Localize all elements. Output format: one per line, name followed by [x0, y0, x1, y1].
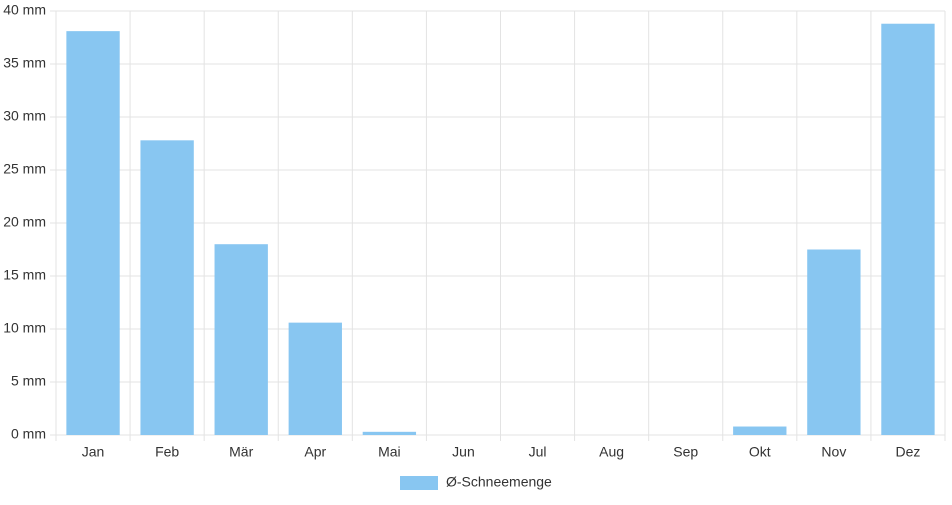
- legend-label: Ø-Schneemenge: [446, 474, 552, 490]
- x-tick-label: Sep: [673, 444, 698, 460]
- bar: [881, 23, 935, 435]
- y-tick-label: 35 mm: [3, 55, 46, 71]
- y-tick-label: 15 mm: [3, 267, 46, 283]
- x-tick-label: Okt: [749, 444, 771, 460]
- bar: [140, 140, 194, 435]
- x-tick-label: Mai: [378, 444, 401, 460]
- x-tick-label: Dez: [896, 444, 921, 460]
- bar: [288, 322, 342, 435]
- x-tick-label: Mär: [229, 444, 253, 460]
- y-tick-label: 20 mm: [3, 214, 46, 230]
- x-tick-label: Jun: [452, 444, 475, 460]
- bar: [362, 431, 417, 435]
- x-tick-label: Feb: [155, 444, 179, 460]
- y-tick-label: 5 mm: [11, 373, 46, 389]
- bar: [214, 244, 268, 435]
- legend-swatch: [400, 476, 438, 490]
- y-tick-label: 30 mm: [3, 108, 46, 124]
- bar: [66, 31, 120, 435]
- y-tick-label: 0 mm: [11, 426, 46, 442]
- x-tick-label: Jul: [529, 444, 547, 460]
- x-tick-label: Nov: [821, 444, 846, 460]
- x-tick-label: Jan: [82, 444, 105, 460]
- y-tick-label: 40 mm: [3, 2, 46, 18]
- x-tick-label: Apr: [304, 444, 326, 460]
- x-tick-label: Aug: [599, 444, 624, 460]
- bar: [807, 249, 861, 435]
- y-tick-label: 25 mm: [3, 161, 46, 177]
- bar: [733, 426, 787, 435]
- y-tick-label: 10 mm: [3, 320, 46, 336]
